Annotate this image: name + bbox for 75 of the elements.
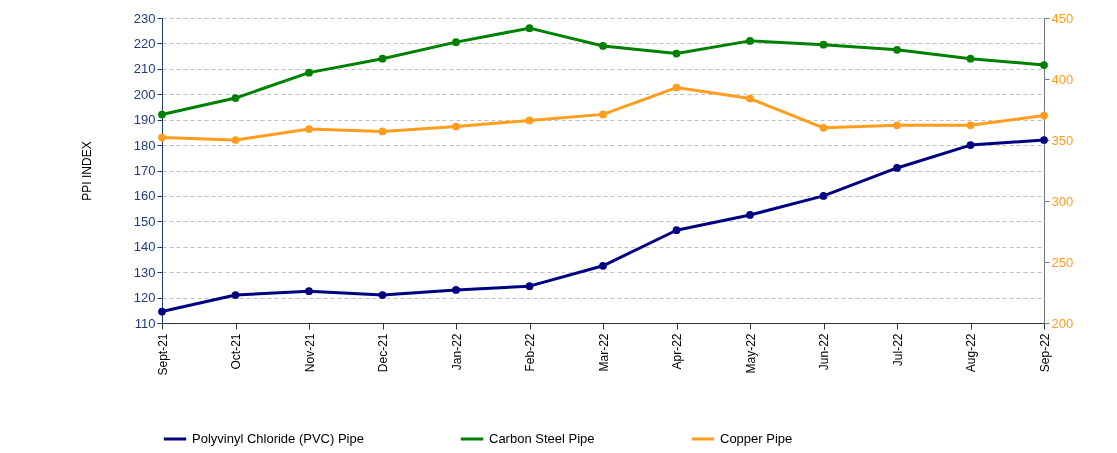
point xyxy=(525,116,534,125)
x-tick-label: Mar-22 xyxy=(596,333,611,372)
x-tick-label: Feb-22 xyxy=(523,333,537,372)
x-tick-label: Dec-21 xyxy=(376,333,390,373)
point xyxy=(819,40,828,49)
point xyxy=(746,94,754,103)
x-tick-label: Apr-22 xyxy=(670,333,684,370)
y2-tick-label: 450 xyxy=(1051,10,1074,26)
point xyxy=(452,122,460,131)
y-tick-label: 190 xyxy=(133,112,156,128)
y2-tick-label: 200 xyxy=(1051,315,1074,331)
legend-label: Polyvinyl Chloride (PVC) Pipe xyxy=(192,431,364,446)
point xyxy=(599,42,607,50)
y2-tick-label: 400 xyxy=(1051,71,1074,87)
point xyxy=(378,127,387,136)
point xyxy=(893,164,901,172)
point xyxy=(1040,136,1048,144)
x-tick-label: Nov-21 xyxy=(302,333,317,373)
point xyxy=(158,307,166,316)
y-tick-label: 150 xyxy=(133,213,156,229)
point xyxy=(893,121,901,130)
x-tick-label: Jul-22 xyxy=(890,333,905,367)
x-tick-label: Sept-21 xyxy=(155,333,170,376)
y-tick-label: 220 xyxy=(133,35,156,51)
y-tick-label: 210 xyxy=(133,61,156,77)
y-tick-label: 110 xyxy=(134,315,156,331)
y2-tick-label: 250 xyxy=(1051,254,1074,270)
point xyxy=(819,123,828,132)
point xyxy=(158,133,166,142)
point xyxy=(819,192,828,200)
point xyxy=(966,121,975,130)
point xyxy=(1040,111,1048,120)
point xyxy=(893,45,901,54)
point xyxy=(746,37,754,45)
point xyxy=(525,282,534,291)
x-tick-label: Oct-21 xyxy=(229,333,243,370)
point xyxy=(231,136,240,144)
x-tick-label: Aug-22 xyxy=(964,333,978,373)
y-axis-title: PPI INDEX xyxy=(79,141,94,201)
x-tick-label: Jan-22 xyxy=(449,333,464,371)
point xyxy=(231,291,240,299)
point xyxy=(672,226,681,235)
point xyxy=(305,125,313,133)
y-tick-label: 140 xyxy=(133,239,156,255)
y-tick-label: 160 xyxy=(133,188,156,204)
point xyxy=(599,261,607,270)
point xyxy=(966,54,975,63)
point xyxy=(672,83,681,92)
legend-label: Copper Pipe xyxy=(720,431,793,446)
y2-tick-label: 350 xyxy=(1051,132,1074,148)
point xyxy=(525,24,534,33)
legend-label: Carbon Steel Pipe xyxy=(489,431,595,446)
x-tick-label: Jun-22 xyxy=(817,333,831,371)
point xyxy=(452,38,460,47)
y2-tick-label: 300 xyxy=(1051,193,1074,209)
x-tick-label: Sep-22 xyxy=(1037,333,1052,373)
point xyxy=(672,49,681,58)
y-tick-label: 200 xyxy=(133,86,156,102)
y-tick-label: 230 xyxy=(133,10,156,26)
point xyxy=(158,110,166,119)
x-tick-label: May-22 xyxy=(743,333,758,374)
y-tick-label: 120 xyxy=(133,290,156,306)
point xyxy=(966,141,975,149)
y-tick-label: 180 xyxy=(133,137,156,153)
point xyxy=(231,94,240,102)
point xyxy=(1040,61,1048,69)
point xyxy=(378,291,387,299)
point xyxy=(378,54,387,63)
point xyxy=(746,211,754,219)
point xyxy=(599,110,607,119)
y-tick-label: 130 xyxy=(133,264,156,280)
point xyxy=(305,287,313,296)
point xyxy=(452,286,460,294)
point xyxy=(305,68,313,77)
y-tick-label: 170 xyxy=(133,163,156,178)
